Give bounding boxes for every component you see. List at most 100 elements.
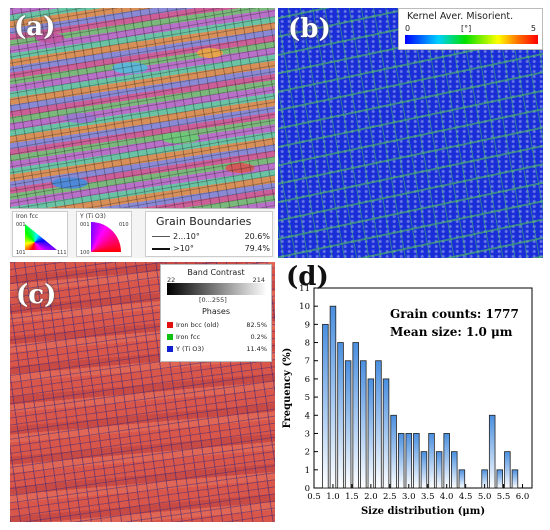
phases-title: Phases: [201, 307, 231, 316]
histogram-bar: [344, 360, 352, 489]
y-tick-label: 1: [305, 466, 310, 476]
panel-b-kam-map: (b) Kernel Aver. Misorient. 0 [°] 5: [278, 8, 543, 258]
phase-value: 0.2%: [250, 333, 267, 341]
kam-scale-max: 5: [530, 24, 536, 33]
ipf-key-title: Iron fcc: [16, 213, 39, 220]
y-tick-label: 5: [305, 393, 310, 403]
ipf-corner-label: 101: [16, 250, 26, 256]
x-tick-label: 4.0: [440, 492, 454, 502]
phase-row: Iron fcc 0.2%: [167, 333, 267, 342]
grain-boundaries-legend: Grain Boundaries 2...10° 20.6% >10° 79.4…: [145, 211, 273, 257]
panel-a-ipf-map: (a) Iron fcc 001 101 111 Y (Ti O3) 001 0…: [10, 8, 275, 258]
histogram-bar: [367, 378, 375, 489]
y-tick-label: 4: [305, 411, 310, 421]
ipf-corner-label: 111: [57, 250, 67, 256]
chart-annotation: Mean size: 1.0 μm: [390, 325, 513, 339]
panel-letter-d: (d): [286, 262, 329, 292]
kam-legend-title: Kernel Aver. Misorient.: [407, 11, 514, 22]
grain-boundary-label: >10°: [173, 244, 194, 253]
histogram-bar: [511, 469, 519, 489]
histogram-bar: [397, 433, 405, 489]
grain-boundary-value: 20.6%: [244, 232, 270, 241]
phase-row: Y (Ti O3) 11.4%: [167, 345, 267, 354]
x-tick-label: 2.5: [383, 492, 397, 502]
grain-boundary-row: >10° 79.4%: [152, 244, 270, 256]
histogram-bar: [428, 433, 435, 489]
grain-boundaries-title: Grain Boundaries: [156, 215, 252, 228]
ipf-color-quadrant: [91, 222, 121, 252]
phase-name: Iron bcc (old): [176, 321, 219, 329]
ipf-corner-label: 001: [80, 222, 90, 228]
y-tick-label: 8: [305, 339, 310, 349]
y-tick-label: 3: [305, 429, 310, 439]
panel-letter-b: (b): [288, 14, 331, 44]
kam-color-bar: [405, 35, 538, 44]
histogram-bar: [451, 451, 458, 489]
x-tick-label: 1.0: [326, 492, 340, 502]
chart-annotation: Grain counts: 1777: [390, 307, 519, 321]
panel-letter-c: (c): [16, 280, 57, 310]
low-angle-line-icon: [152, 236, 170, 237]
ipf-key-y-tio3: Y (Ti O3) 001 010 100: [76, 211, 132, 257]
y-axis-label: Frequency (%): [282, 348, 293, 429]
phase-color-swatch: [167, 334, 173, 340]
ipf-color-triangle: [25, 224, 57, 250]
histogram-bar: [375, 360, 382, 489]
phase-name: Y (Ti O3): [176, 345, 205, 353]
y-tick-label: 7: [305, 357, 310, 367]
panel-d-histogram: (d) 0.5 1.0 1.5 2.0 2.5 3.0 3.5 4.0 4.5 5.0 5.5 6.0…: [280, 262, 545, 524]
ipf-corner-label: 010: [119, 222, 129, 228]
panel-letter-a: (a): [14, 12, 56, 42]
panel-a-legend: Iron fcc 001 101 111 Y (Ti O3) 001 010 1…: [10, 208, 275, 258]
kam-scale-min: 0: [405, 24, 411, 33]
y-tick-label: 2: [305, 448, 310, 458]
x-tick-label: 4.5: [459, 492, 473, 502]
band-contrast-gray-bar: [167, 283, 267, 295]
band-contrast-title: Band Contrast: [187, 268, 245, 277]
grain-size-histogram: 0.5 1.0 1.5 2.0 2.5 3.0 3.5 4.0 4.5 5.0 5.5 6.0 0 1 2 3…: [282, 284, 533, 517]
ipf-corner-label: 001: [16, 222, 26, 228]
phase-value: 11.4%: [246, 345, 267, 353]
histogram-bar: [413, 433, 420, 489]
histogram-bar: [488, 414, 496, 489]
high-angle-line-icon: [152, 247, 170, 250]
x-tick-label: 3.0: [402, 492, 416, 502]
band-contrast-range: [0...255]: [199, 296, 227, 304]
histogram-bar: [443, 433, 450, 489]
y-tick-label: 0: [305, 484, 310, 494]
band-contrast-min: 22: [167, 276, 176, 284]
ipf-orientation-map: [10, 8, 275, 208]
grain-boundary-value: 79.4%: [244, 244, 270, 253]
histogram-bar: [382, 378, 390, 489]
grain-boundary-label: 2...10°: [173, 232, 200, 241]
ipf-key-iron-fcc: Iron fcc 001 101 111: [12, 211, 68, 257]
panel-c-band-contrast-map: (c) Band Contrast 22 214 [0...255] Phase…: [10, 262, 275, 522]
y-tick-label: 9: [305, 320, 310, 330]
phase-color-swatch: [167, 322, 173, 328]
band-contrast-legend: Band Contrast 22 214 [0...255] Phases Ir…: [160, 264, 272, 362]
histogram-bar: [496, 469, 504, 489]
kam-legend: Kernel Aver. Misorient. 0 [°] 5: [398, 8, 543, 50]
ipf-key-title: Y (Ti O3): [80, 213, 106, 220]
phase-color-swatch: [167, 346, 173, 352]
x-tick-label: 1.5: [345, 492, 359, 502]
x-tick-label: 5.0: [478, 492, 492, 502]
x-axis-label: Size distribution (μm): [361, 506, 485, 517]
histogram-bar: [360, 360, 367, 489]
phase-value: 82.5%: [246, 321, 267, 329]
ipf-corner-label: 100: [80, 250, 90, 256]
y-tick-label: 6: [305, 375, 310, 385]
phase-row: Iron bcc (old) 82.5%: [167, 321, 267, 330]
kam-scale-unit: [°]: [461, 24, 472, 33]
x-tick-label: 5.5: [497, 492, 511, 502]
x-tick-label: 6.0: [516, 492, 530, 502]
grain-boundary-row: 2...10° 20.6%: [152, 232, 270, 244]
histogram-bar: [420, 451, 428, 489]
band-contrast-max: 214: [252, 276, 265, 284]
histogram-bar: [352, 342, 359, 489]
histogram-bar: [405, 433, 413, 489]
x-tick-label: 2.0: [364, 492, 378, 502]
histogram-bar: [337, 342, 344, 489]
histogram-bar: [458, 469, 466, 489]
y-tick-label: 11: [299, 284, 310, 294]
